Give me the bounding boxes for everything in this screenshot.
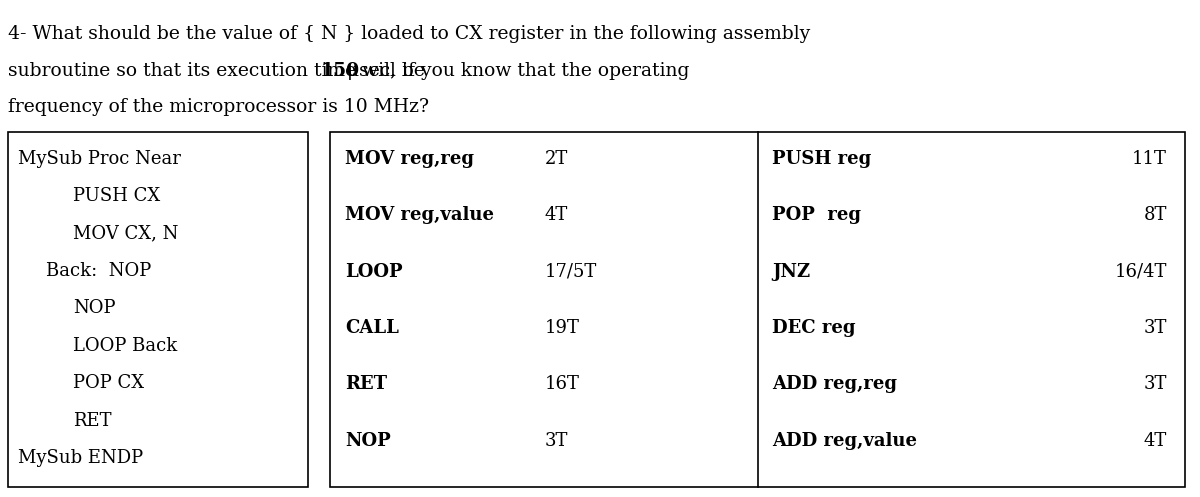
Text: 8T: 8T bbox=[1144, 206, 1168, 224]
Text: 3T: 3T bbox=[1144, 375, 1168, 394]
Text: NOP: NOP bbox=[346, 432, 391, 450]
Text: 3T: 3T bbox=[545, 432, 569, 450]
Text: ADD reg,reg: ADD reg,reg bbox=[773, 375, 898, 394]
Text: PUSH CX: PUSH CX bbox=[73, 187, 161, 205]
Text: MOV reg,value: MOV reg,value bbox=[346, 206, 494, 224]
Text: RET: RET bbox=[73, 412, 112, 429]
Text: CALL: CALL bbox=[346, 319, 398, 337]
FancyBboxPatch shape bbox=[330, 132, 1186, 487]
Text: JNZ: JNZ bbox=[773, 263, 811, 281]
Text: 4T: 4T bbox=[545, 206, 569, 224]
Text: μsec, if you know that the operating: μsec, if you know that the operating bbox=[341, 62, 690, 80]
Text: Back:  NOP: Back: NOP bbox=[46, 262, 151, 280]
Text: 16T: 16T bbox=[545, 375, 580, 394]
Text: MySub Proc Near: MySub Proc Near bbox=[18, 150, 181, 168]
Text: 4- What should be the value of { N } loaded to CX register in the following asse: 4- What should be the value of { N } loa… bbox=[8, 25, 810, 43]
Text: 11T: 11T bbox=[1132, 150, 1168, 168]
Text: PUSH reg: PUSH reg bbox=[773, 150, 871, 168]
Text: MySub ENDP: MySub ENDP bbox=[18, 449, 143, 467]
Text: frequency of the microprocessor is 10 MHz?: frequency of the microprocessor is 10 MH… bbox=[8, 98, 430, 116]
Text: 2T: 2T bbox=[545, 150, 569, 168]
Text: LOOP Back: LOOP Back bbox=[73, 337, 178, 355]
Text: RET: RET bbox=[346, 375, 386, 394]
Text: MOV reg,reg: MOV reg,reg bbox=[346, 150, 474, 168]
Text: NOP: NOP bbox=[73, 300, 115, 318]
Text: 17/5T: 17/5T bbox=[545, 263, 598, 281]
Text: subroutine so that its execution time will be: subroutine so that its execution time wi… bbox=[8, 62, 431, 80]
Text: POP  reg: POP reg bbox=[773, 206, 862, 224]
Text: 150: 150 bbox=[320, 62, 360, 80]
Text: 4T: 4T bbox=[1144, 432, 1168, 450]
FancyBboxPatch shape bbox=[8, 132, 308, 487]
Text: 16/4T: 16/4T bbox=[1115, 263, 1168, 281]
Text: MOV CX, N: MOV CX, N bbox=[73, 225, 179, 243]
Text: LOOP: LOOP bbox=[346, 263, 403, 281]
Text: DEC reg: DEC reg bbox=[773, 319, 856, 337]
Text: ADD reg,value: ADD reg,value bbox=[773, 432, 918, 450]
Text: POP CX: POP CX bbox=[73, 374, 144, 392]
Text: 3T: 3T bbox=[1144, 319, 1168, 337]
Text: 19T: 19T bbox=[545, 319, 580, 337]
